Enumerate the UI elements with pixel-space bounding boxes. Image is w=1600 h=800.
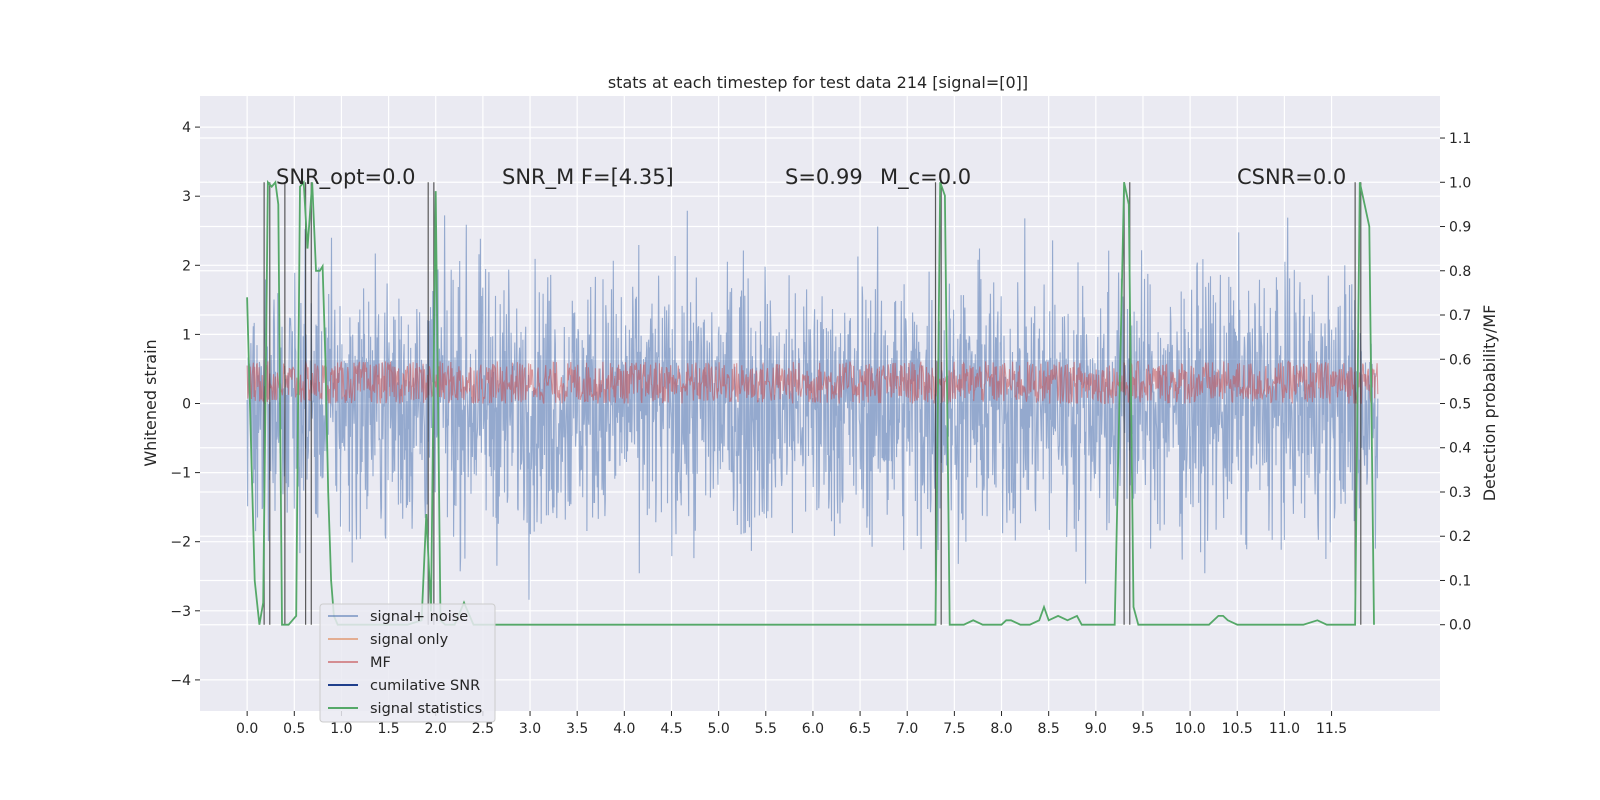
x-tick-label: 0.5 xyxy=(283,721,305,737)
annotation-mc: M_c=0.0 xyxy=(880,165,971,190)
x-tick-label: 10.5 xyxy=(1222,721,1253,737)
y2-tick-label: 0.9 xyxy=(1449,220,1471,236)
series-signal-noise xyxy=(246,210,1379,600)
x-tick-label: 2.5 xyxy=(472,721,494,737)
series-line-signal-noise xyxy=(246,210,1379,600)
x-tick-label: 6.0 xyxy=(802,721,824,737)
y2-axis-label: Detection probability/MF xyxy=(1480,305,1499,502)
x-tick-label: 6.5 xyxy=(849,721,871,737)
x-tick-label: 5.5 xyxy=(755,721,777,737)
y-tick-label: −1 xyxy=(170,466,191,482)
x-tick-label: 3.0 xyxy=(519,721,541,737)
y-tick-label: −3 xyxy=(170,604,191,620)
y2-tick-label: 0.1 xyxy=(1449,573,1471,589)
y2-tick-label: 0.6 xyxy=(1449,352,1471,368)
y-tick-label: 3 xyxy=(182,189,191,205)
y-tick-label: 2 xyxy=(182,258,191,274)
y2-axis-ticks: 0.0 0.1 0.2 0.3 0.4 0.5 0.6 0.7 0.8 0.9 1.0 1.1 xyxy=(1440,131,1471,634)
y-axis-label: Whitened strain xyxy=(141,339,160,466)
legend-box xyxy=(319,603,496,723)
x-tick-label: 5.0 xyxy=(707,721,729,737)
x-tick-label: 8.0 xyxy=(990,721,1012,737)
x-tick-label: 9.0 xyxy=(1085,721,1107,737)
legend-label-signal-only: signal only xyxy=(370,632,449,648)
x-tick-label: 11.5 xyxy=(1316,721,1347,737)
series-mf xyxy=(246,360,1379,405)
y2-tick-label: 0.4 xyxy=(1449,441,1471,457)
y2-tick-label: 0.5 xyxy=(1449,397,1471,413)
legend-label-signal-statistics: signal statistics xyxy=(370,701,482,717)
legend: signal+ noise signal only MF cumilative … xyxy=(319,603,496,723)
x-tick-label: 4.5 xyxy=(660,721,682,737)
series-line-signal-statistics xyxy=(246,179,1375,626)
y2-tick-label: 1.0 xyxy=(1449,175,1471,191)
legend-label-mf: MF xyxy=(370,655,391,671)
x-tick-label: 4.0 xyxy=(613,721,635,737)
chart-title: stats at each timestep for test data 214… xyxy=(608,73,1028,92)
y2-tick-label: 0.7 xyxy=(1449,308,1471,324)
y-tick-label: 0 xyxy=(182,397,191,413)
x-tick-label: 11.0 xyxy=(1269,721,1300,737)
y2-tick-label: 0.3 xyxy=(1449,485,1471,501)
y2-tick-label: 0.0 xyxy=(1449,618,1471,634)
y2-tick-label: 0.8 xyxy=(1449,264,1471,280)
y2-tick-label: 0.2 xyxy=(1449,529,1471,545)
x-axis-ticks: 0.0 0.5 1.0 1.5 2.0 2.5 3.0 3.5 4.0 4.5 5.0 5.5 6.0 6… xyxy=(236,711,1347,737)
x-tick-label: 10.0 xyxy=(1175,721,1206,737)
y-tick-label: 4 xyxy=(182,120,191,136)
legend-label-cumilative-snr: cumilative SNR xyxy=(370,678,480,694)
x-tick-label: 2.0 xyxy=(425,721,447,737)
annotation-csnr: CSNR=0.0 xyxy=(1237,165,1346,189)
x-tick-label: 1.5 xyxy=(377,721,399,737)
x-tick-label: 0.0 xyxy=(236,721,258,737)
x-tick-label: 7.5 xyxy=(943,721,965,737)
y-axis-ticks: −4 −3 −2 −1 0 1 2 3 4 xyxy=(170,120,200,689)
y-tick-label: −4 xyxy=(170,673,191,689)
x-tick-label: 7.0 xyxy=(896,721,918,737)
x-tick-label: 3.5 xyxy=(566,721,588,737)
annotation-snr-mf: SNR_M F=[4.35] xyxy=(502,165,674,190)
legend-label-signal-noise: signal+ noise xyxy=(370,609,468,625)
x-tick-label: 1.0 xyxy=(330,721,352,737)
y2-tick-label: 1.1 xyxy=(1449,131,1471,147)
y-tick-label: −2 xyxy=(170,535,191,551)
annotations: SNR_opt=0.0 SNR_M F=[4.35] S=0.99 M_c=0.… xyxy=(276,165,1346,190)
series-line-mf xyxy=(246,360,1379,405)
series-signal-statistics xyxy=(246,179,1375,626)
x-tick-label: 8.5 xyxy=(1038,721,1060,737)
annotation-snr-opt: SNR_opt=0.0 xyxy=(276,165,416,190)
y-tick-label: 1 xyxy=(182,327,191,343)
annotation-s: S=0.99 xyxy=(785,165,863,189)
x-tick-label: 9.5 xyxy=(1132,721,1154,737)
